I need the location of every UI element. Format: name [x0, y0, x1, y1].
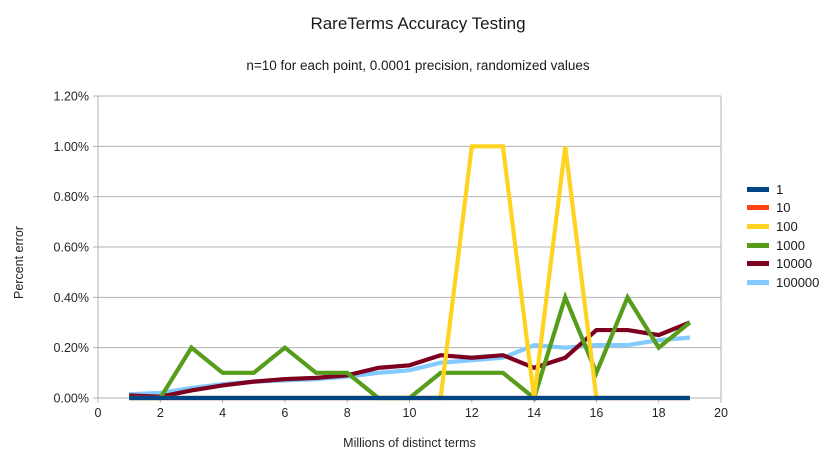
legend-item-10000: 10000: [747, 254, 819, 273]
chart-title: RareTerms Accuracy Testing: [310, 14, 526, 33]
y-tick-label: 0.40%: [54, 291, 89, 305]
legend-label: 10000: [776, 256, 813, 272]
legend-label: 10: [776, 200, 791, 216]
x-tick-label: 18: [652, 406, 666, 420]
legend-swatch-100000: [747, 279, 769, 285]
legend-swatch-100: [747, 223, 769, 229]
x-tick-label: 6: [281, 406, 288, 420]
x-tick-label: 12: [465, 406, 479, 420]
legend-swatch-1000: [747, 242, 769, 248]
legend-label: 100: [776, 218, 798, 234]
x-axis-title: Millions of distinct terms: [343, 436, 476, 450]
y-tick-label: 1.20%: [54, 90, 89, 104]
x-tick-label: 4: [219, 406, 226, 420]
legend-swatch-10000: [747, 261, 769, 267]
y-tick-label: 1.00%: [54, 140, 89, 154]
legend-label: 1: [776, 181, 784, 197]
y-tick-label: 0.20%: [54, 341, 89, 355]
legend-swatch-10: [747, 205, 769, 211]
x-tick-label: 2: [157, 406, 164, 420]
x-tick-label: 20: [714, 406, 728, 420]
y-tick-label: 0.60%: [54, 241, 89, 255]
y-axis-title-text: Percent error: [12, 226, 26, 299]
x-tick-label: 16: [589, 406, 603, 420]
x-tick-label: 8: [344, 406, 351, 420]
legend-item-1: 1: [747, 180, 819, 199]
legend-item-1000: 1000: [747, 236, 819, 255]
series-line-10000: [129, 320, 691, 399]
legend-item-10: 10: [747, 199, 819, 218]
chart-subtitle: n=10 for each point, 0.0001 precision, r…: [246, 58, 590, 73]
x-tick-label: 14: [527, 406, 541, 420]
legend-swatch-1: [747, 186, 769, 192]
legend: 1 10 100 1000 10000 100000: [747, 180, 819, 292]
legend-label: 1000: [776, 237, 805, 253]
y-tick-label: 0.00%: [54, 392, 89, 406]
legend-label: 100000: [776, 274, 820, 290]
x-tick-label: 10: [403, 406, 417, 420]
series-line-100: [129, 144, 690, 401]
legend-item-100000: 100000: [747, 273, 819, 292]
legend-item-100: 100: [747, 217, 819, 236]
x-tick-label: 0: [95, 406, 102, 420]
y-tick-label: 0.80%: [54, 190, 89, 204]
